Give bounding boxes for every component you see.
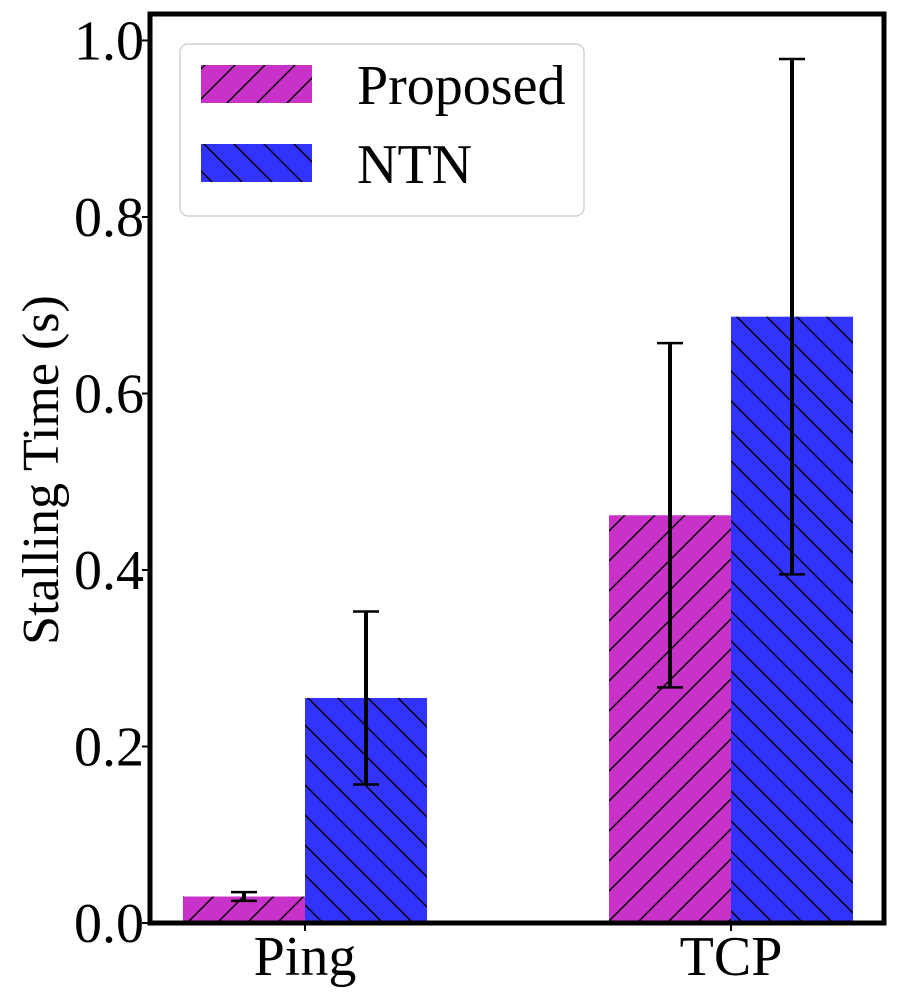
- legend-swatch-hatch-ntn: [201, 144, 312, 182]
- y-axis-label: Stalling Time (s): [13, 295, 70, 645]
- x-axis-ticks: Ping TCP: [254, 923, 783, 988]
- legend-entry-ntn: NTN: [201, 134, 472, 196]
- legend-label-ntn: NTN: [357, 134, 472, 196]
- y-axis-ticks: 0.0 0.2 0.4 0.6 0.8 1.0: [74, 10, 150, 955]
- y-tick-label: 0.4: [74, 540, 144, 602]
- y-tick-label: 0.0: [74, 893, 144, 955]
- error-bar-proposed-ping: [231, 890, 257, 903]
- legend-swatch-hatch-proposed: [201, 65, 312, 103]
- legend-entry-proposed: Proposed: [201, 55, 565, 117]
- y-tick-label: 0.8: [74, 187, 144, 249]
- error-bars-layer: [231, 57, 805, 903]
- legend: Proposed NTN: [179, 43, 585, 217]
- error-bar-ntn-ping: [353, 610, 379, 786]
- bars-layer: [183, 316, 853, 923]
- error-bar-ntn-tcp: [779, 57, 805, 576]
- y-tick-label: 1.0: [74, 10, 144, 72]
- y-tick-label: 0.2: [74, 716, 144, 778]
- plot-frame: [147, 11, 887, 926]
- error-bar-proposed-tcp: [657, 341, 683, 689]
- x-tick-label-tcp: TCP: [680, 926, 783, 988]
- legend-label-proposed: Proposed: [357, 55, 565, 117]
- y-tick-label: 0.6: [74, 363, 144, 425]
- x-tick-label-ping: Ping: [254, 926, 357, 988]
